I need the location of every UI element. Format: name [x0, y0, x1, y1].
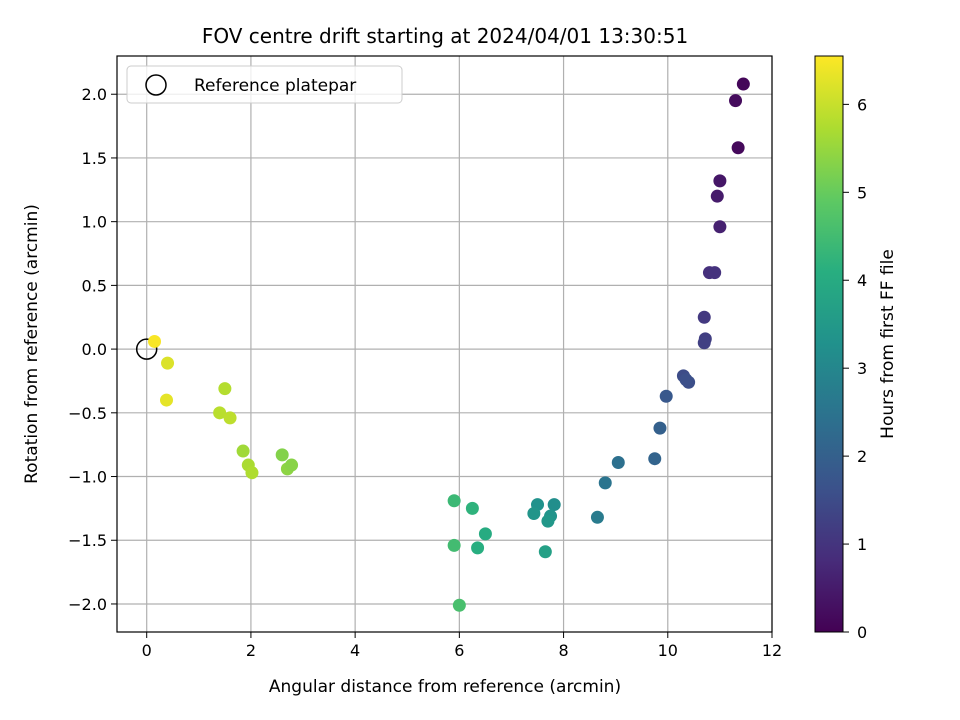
x-tick-label: 0 [142, 641, 152, 660]
data-point [648, 452, 662, 466]
data-point [447, 538, 461, 552]
data-point [447, 494, 461, 508]
colorbar-tick-label: 0 [857, 623, 867, 642]
data-point [653, 421, 667, 435]
data-point [708, 266, 722, 280]
x-axis-label: Angular distance from reference (arcmin) [269, 677, 621, 697]
y-axis-label: Rotation from reference (arcmin) [22, 204, 42, 484]
y-tick-label: 0.5 [82, 276, 107, 295]
colorbar-tick-label: 4 [857, 271, 867, 290]
x-tick-label: 10 [658, 641, 678, 660]
data-point [697, 336, 711, 350]
data-point [245, 466, 259, 480]
colorbar-tick-label: 3 [857, 359, 867, 378]
data-point [611, 456, 625, 470]
data-point [148, 334, 162, 348]
data-point [213, 406, 227, 420]
data-point [160, 393, 174, 407]
data-point [659, 389, 673, 403]
colorbar-tick-label: 2 [857, 447, 867, 466]
data-point [713, 220, 727, 234]
data-point [275, 448, 289, 462]
data-point [598, 476, 612, 490]
x-axis-ticks: 0 2 4 6 8 10 12 [142, 632, 782, 660]
colorbar-tick-label: 1 [857, 535, 867, 554]
data-point [731, 141, 745, 155]
data-point [471, 541, 485, 555]
y-tick-label: 2.0 [82, 85, 107, 104]
data-point [218, 382, 232, 396]
data-point [478, 527, 492, 541]
y-tick-label: 1.0 [82, 213, 107, 232]
data-point [236, 444, 250, 458]
x-tick-label: 4 [350, 641, 360, 660]
data-point [547, 498, 561, 512]
colorbar-frame [814, 55, 844, 633]
data-point [710, 189, 724, 203]
colorbar-ticks: 0 1 2 3 4 5 6 [843, 95, 867, 642]
grid-lines [117, 56, 773, 632]
data-point [538, 545, 552, 559]
x-tick-label: 2 [246, 641, 256, 660]
data-point [729, 94, 743, 108]
colorbar-tick-label: 5 [857, 183, 867, 202]
data-point [713, 174, 727, 188]
data-point [541, 514, 555, 528]
colorbar-label: Hours from first FF file [878, 249, 898, 439]
data-point [465, 501, 479, 515]
y-tick-label: −1.0 [68, 468, 107, 487]
data-point [223, 411, 237, 425]
colorbar-tick-label: 6 [857, 95, 867, 114]
colorbar: 0 1 2 3 4 5 6 Hours from first FF file [814, 55, 898, 642]
data-point [679, 373, 693, 387]
scatter-points [148, 77, 750, 612]
data-point [527, 506, 541, 520]
reference-marker-group [135, 338, 158, 360]
y-tick-label: 1.5 [82, 149, 107, 168]
data-point [285, 458, 299, 472]
reference-platepar-marker [135, 338, 158, 360]
data-point [452, 598, 466, 612]
x-tick-label: 6 [454, 641, 464, 660]
y-tick-label: −2.0 [68, 595, 107, 614]
legend: Reference platepar [126, 65, 403, 104]
y-axis-ticks: −2.0 −1.5 −1.0 −0.5 0.0 0.5 1.0 1.5 2.0 [68, 85, 117, 614]
chart-title: FOV centre drift starting at 2024/04/01 … [202, 24, 688, 48]
legend-box [126, 65, 403, 104]
y-tick-label: −0.5 [68, 404, 107, 423]
y-tick-label: −1.5 [68, 531, 107, 550]
legend-entry-reference: Reference platepar [194, 76, 356, 96]
data-point [697, 310, 711, 324]
y-tick-label: 0.0 [82, 340, 107, 359]
data-point [161, 356, 175, 370]
x-tick-label: 12 [762, 641, 782, 660]
plot-frame [116, 55, 773, 633]
legend-reference-marker [145, 74, 167, 96]
colorbar-gradient [815, 56, 843, 632]
data-point [590, 510, 604, 524]
data-point [736, 77, 750, 91]
x-tick-label: 8 [558, 641, 568, 660]
